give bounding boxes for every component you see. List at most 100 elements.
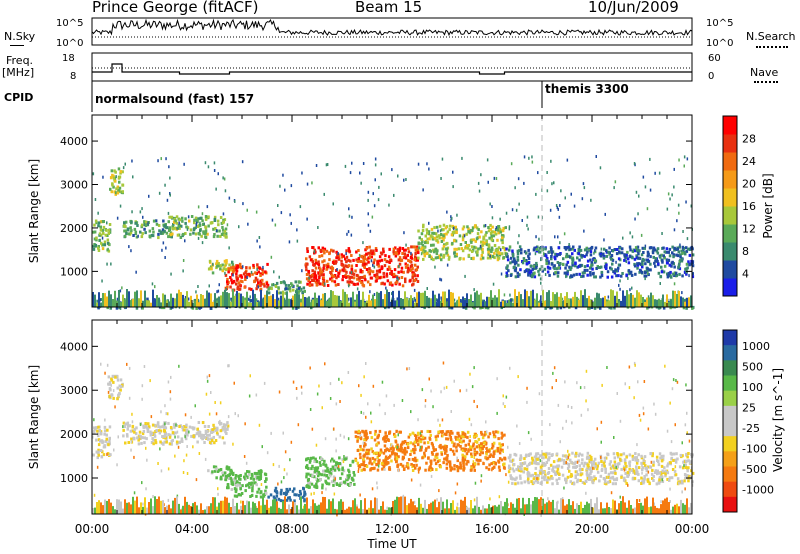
velocity-cell (307, 481, 310, 485)
velocity-cell (645, 466, 648, 470)
power-cell (415, 245, 419, 249)
velocity-cell (462, 439, 465, 443)
power-cell (383, 282, 386, 286)
power-noise (479, 244, 482, 248)
velocity-cell (230, 488, 234, 491)
velocity-cell (318, 478, 321, 482)
power-noise (169, 192, 171, 195)
power-ground-scatter (250, 302, 252, 307)
power-ground-scatter (426, 296, 428, 307)
power-noise (494, 228, 497, 231)
velocity-cell (234, 490, 238, 494)
power-cell (337, 257, 341, 261)
power-ground-scatter (178, 289, 180, 307)
power-cell (638, 249, 641, 253)
power-cell (633, 257, 637, 261)
velocity-cell (402, 456, 405, 460)
power-noise (195, 226, 197, 229)
velocity-cell (551, 453, 554, 457)
power-cell (157, 232, 160, 236)
power-cell (199, 229, 202, 233)
power-cell (95, 238, 98, 242)
velocity-cell (462, 461, 465, 465)
power-noise (463, 234, 466, 238)
power-noise (451, 216, 453, 220)
velocity-cell (96, 456, 99, 460)
power-cell (657, 262, 660, 266)
power-ground-scatter (552, 292, 554, 307)
power-cell (323, 247, 327, 251)
power-noise (277, 204, 279, 207)
power-cell (453, 239, 456, 243)
velocity-cell (365, 465, 369, 468)
power-cell (229, 276, 232, 279)
power-cell (178, 226, 181, 230)
velocity-cell (152, 438, 155, 442)
power-cell (400, 270, 403, 274)
nave-label: Nave (750, 66, 779, 79)
velocity-cell (620, 453, 623, 457)
power-cell (132, 234, 135, 237)
power-cell (238, 283, 241, 287)
velocity-cell (576, 478, 580, 482)
power-cell (194, 298, 197, 302)
power-ground-scatter (264, 294, 266, 307)
power-cell (588, 248, 591, 252)
velocity-cell (465, 462, 468, 466)
power-cell (226, 280, 229, 284)
power-ground-scatter (502, 300, 504, 307)
power-cell (341, 278, 344, 282)
velocity-cell (110, 378, 114, 382)
power-cell (546, 257, 549, 260)
power-cell (475, 226, 479, 230)
velocity-cell (554, 465, 558, 469)
power-cell (548, 250, 551, 254)
power-cell (188, 219, 191, 223)
power-cell (565, 255, 568, 259)
power-cell (490, 238, 494, 242)
power-cell (610, 275, 614, 279)
power-cell (617, 299, 621, 302)
power-cell (261, 271, 265, 275)
power-cell (455, 228, 458, 232)
power-cell (683, 298, 686, 302)
power-cell (635, 248, 639, 252)
velocity-cell (655, 482, 659, 486)
power-cell (152, 230, 155, 234)
power-noise (325, 163, 328, 167)
power-cell (416, 280, 420, 283)
velocity-cell (455, 437, 458, 441)
power-cell (140, 225, 143, 229)
velocity-cell (599, 474, 603, 478)
velocity-cell (264, 491, 268, 495)
summary-strips (91, 17, 693, 112)
velocity-cell (455, 449, 458, 453)
velocity-cell (484, 430, 487, 434)
velocity-cell (602, 461, 606, 465)
velocity-cell (251, 486, 254, 490)
power-ground-scatter (548, 290, 550, 307)
power-noise (222, 176, 224, 180)
velocity-cell (375, 451, 378, 455)
power-cell (488, 236, 491, 240)
power-cell (360, 281, 363, 285)
velocity-cell (449, 468, 452, 472)
power-cell (654, 257, 658, 261)
velocity-cell (212, 465, 216, 469)
power-ground-scatter (578, 299, 580, 307)
velocity-cell (369, 431, 372, 435)
power-cell (445, 251, 448, 255)
velocity-cell (463, 433, 467, 436)
power-cell (219, 267, 222, 271)
power-noise (405, 178, 407, 181)
power-cell (554, 257, 557, 261)
velocity-cell (124, 441, 127, 445)
power-cell (460, 247, 464, 251)
power-cell (500, 234, 504, 237)
velocity-cell (498, 457, 502, 461)
power-cell (654, 264, 657, 268)
velocity-cell (451, 449, 455, 453)
velocity-cell (514, 453, 518, 457)
velocity-cell (592, 460, 596, 464)
power-ground-scatter (510, 301, 512, 307)
